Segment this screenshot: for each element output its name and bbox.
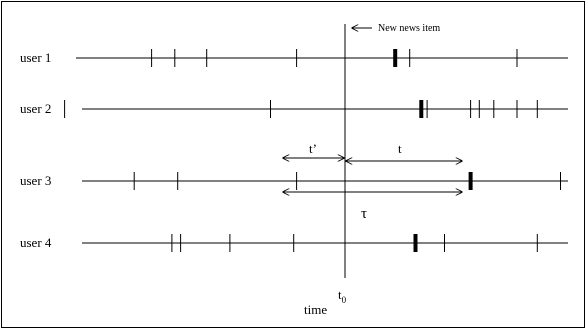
t0-label: t0 [338,287,347,305]
time-axis-label: time [304,302,327,317]
user-3-label: user 3 [20,173,51,188]
new-item-label: New news item [378,23,440,34]
t-prime-label: t’ [309,141,317,156]
event-ticks [64,49,561,252]
t0-subscript: 0 [342,295,347,305]
tau-label: τ [361,206,367,222]
user-4-label: user 4 [20,235,52,250]
user-1-label: user 1 [20,50,51,65]
user-2-label: user 2 [20,101,51,116]
t-label: t [398,141,402,156]
